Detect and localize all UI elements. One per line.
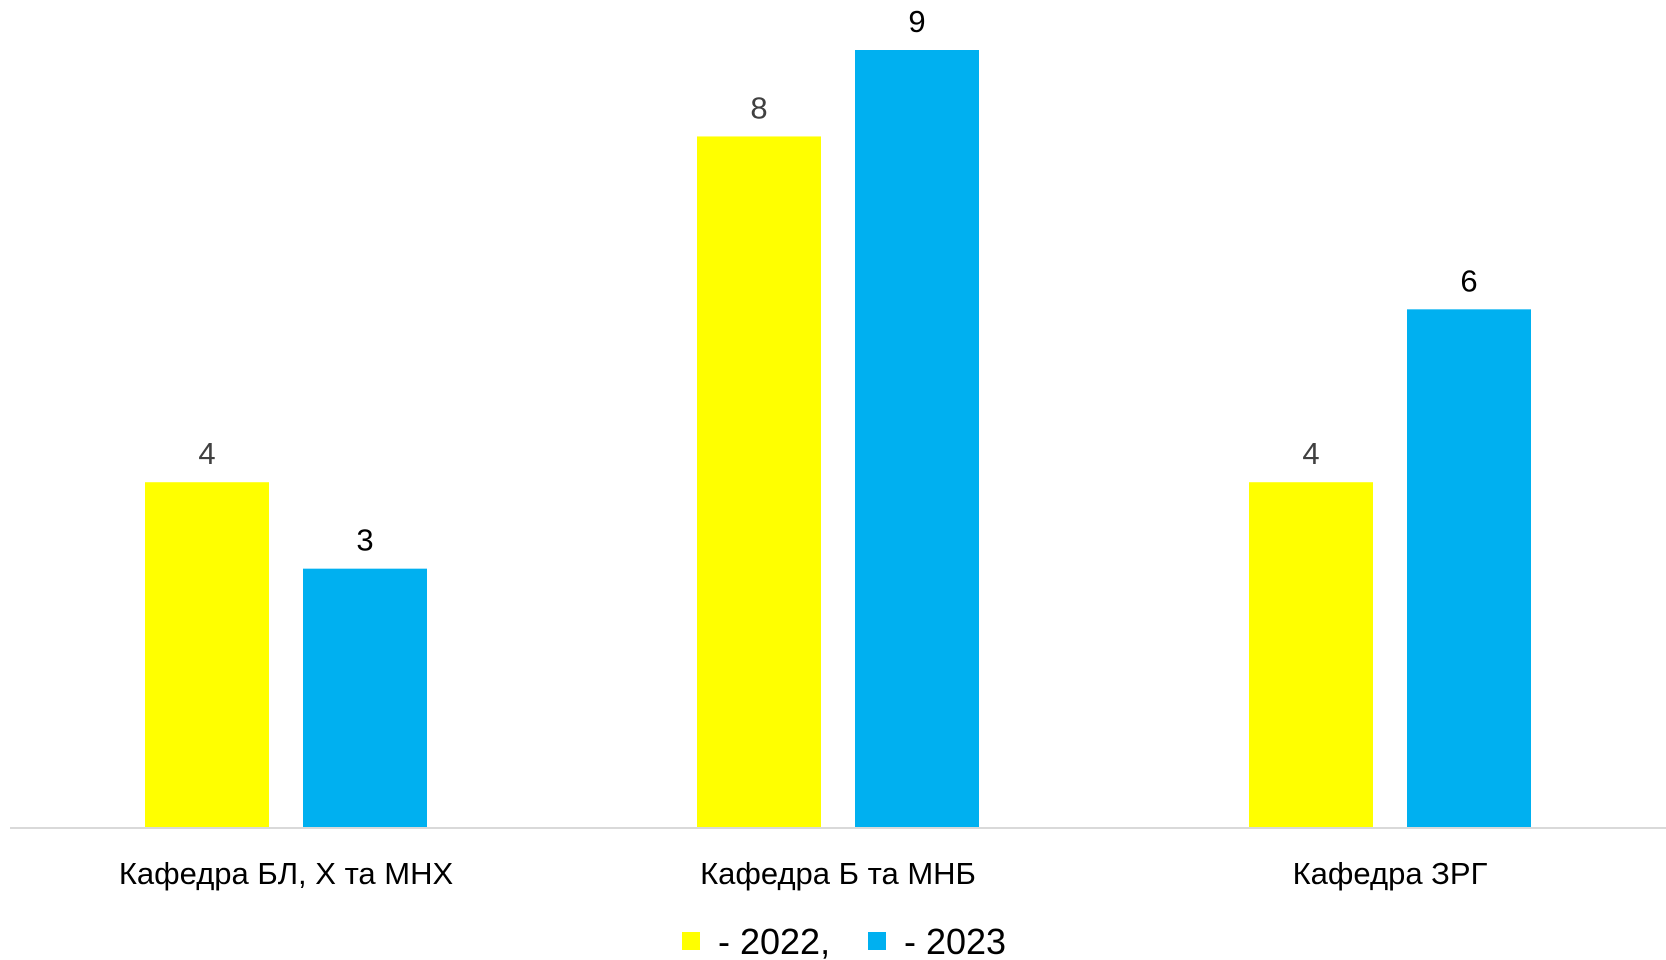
category-labels-group: Кафедра БЛ, Х та МНХ Кафедра Б та МНБ Кафе… bbox=[119, 856, 1488, 891]
bar-2-3 bbox=[1407, 309, 1531, 828]
data-label-1-1: 4 bbox=[198, 436, 215, 471]
category-label-1: Кафедра БЛ, Х та МНХ bbox=[119, 856, 454, 891]
bars-group bbox=[145, 50, 1531, 828]
value-labels-group: 4 3 8 9 4 6 bbox=[198, 4, 1477, 558]
legend: - 2022, - 2023 bbox=[682, 921, 1006, 960]
legend-label-1: - 2022, bbox=[718, 921, 830, 960]
category-label-3: Кафедра ЗРГ bbox=[1293, 856, 1488, 891]
bar-1-1 bbox=[145, 482, 269, 828]
bar-2-1 bbox=[303, 568, 427, 828]
data-label-2-1: 3 bbox=[356, 523, 373, 558]
bar-1-3 bbox=[1249, 482, 1373, 828]
legend-label-2: - 2023 bbox=[904, 921, 1006, 960]
legend-marker-2 bbox=[868, 932, 886, 950]
data-label-2-2: 9 bbox=[908, 4, 925, 39]
bar-1-2 bbox=[697, 136, 821, 828]
data-label-2-3: 6 bbox=[1460, 263, 1477, 298]
legend-marker-1 bbox=[682, 932, 700, 950]
category-label-2: Кафедра Б та МНБ bbox=[700, 856, 976, 891]
data-label-1-2: 8 bbox=[750, 90, 767, 125]
bar-2-2 bbox=[855, 50, 979, 828]
data-label-1-3: 4 bbox=[1302, 436, 1319, 471]
